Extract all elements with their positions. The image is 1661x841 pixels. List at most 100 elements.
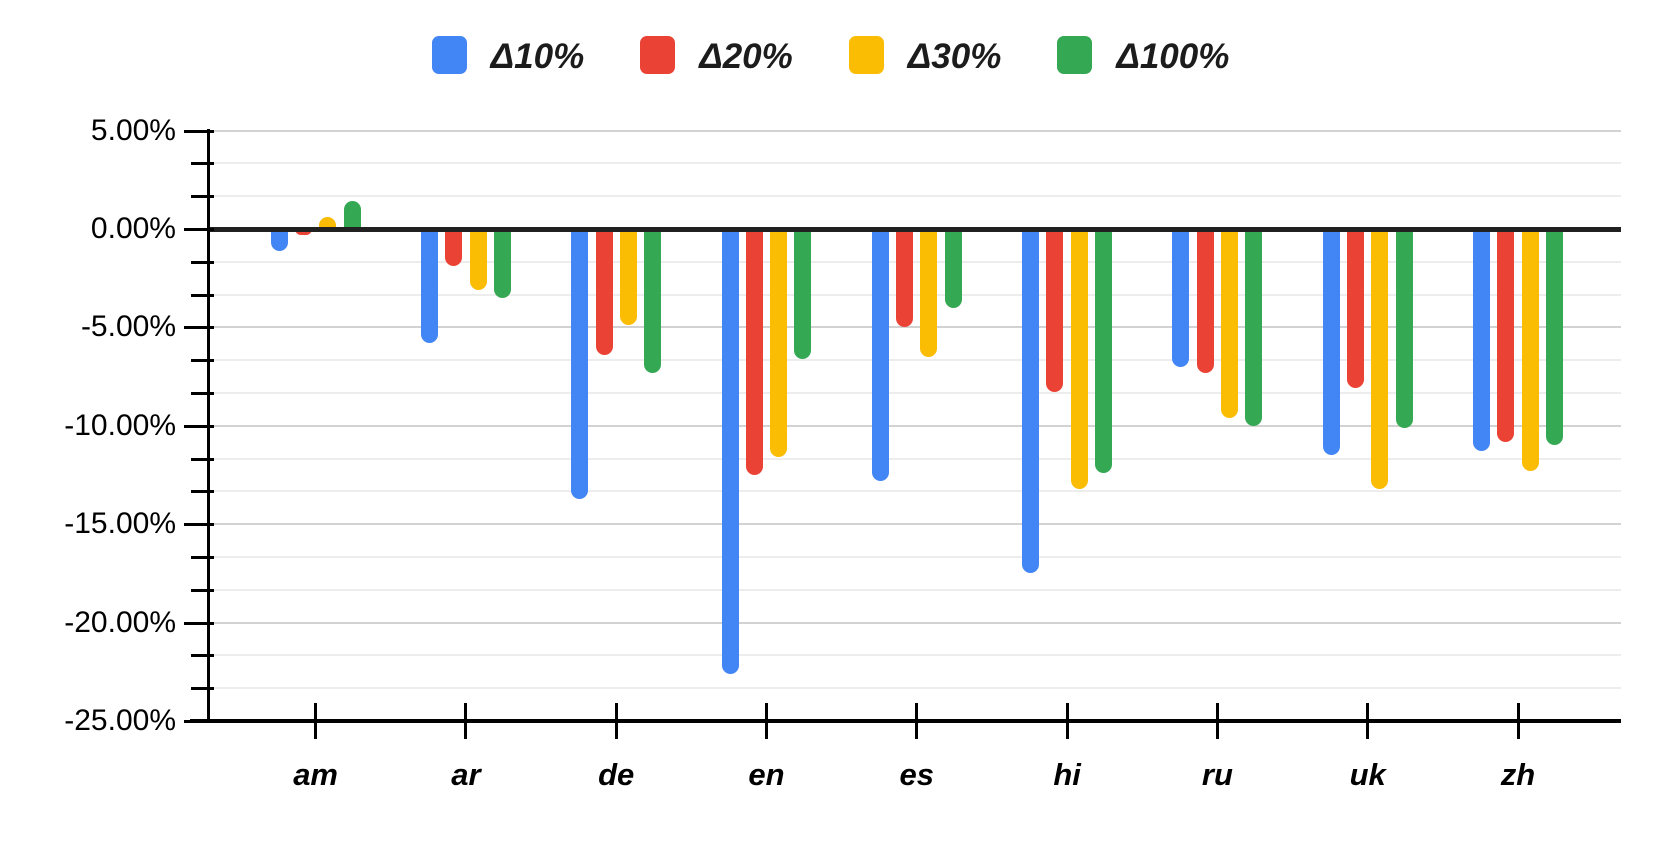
x-axis-tick — [765, 703, 768, 739]
bar-ru-Δ10%[interactable] — [1172, 229, 1190, 367]
y-axis-major-tick — [184, 523, 214, 527]
zero-line — [207, 227, 1621, 232]
bar-ar-Δ10%[interactable] — [420, 229, 438, 344]
x-axis-tick — [1366, 703, 1370, 739]
bar-hi-Δ20%[interactable] — [1046, 229, 1064, 393]
y-axis-tick-label: 0.00% — [90, 212, 176, 245]
y-axis-tick-label: 5.00% — [90, 113, 176, 147]
y-axis-minor-tick — [191, 588, 214, 592]
minor-gridline — [207, 162, 1621, 165]
legend-item[interactable]: Δ30% — [848, 36, 1002, 76]
y-axis-minor-tick — [191, 195, 214, 199]
x-category-label: am — [293, 757, 338, 792]
x-axis-tick — [1516, 703, 1520, 739]
x-axis-tick — [1065, 703, 1069, 739]
y-axis-major-tick — [184, 720, 214, 723]
bar-ar-Δ30%[interactable] — [469, 229, 487, 290]
major-gridline — [207, 326, 1621, 329]
x-category-label: en — [748, 757, 785, 792]
x-category-label: zh — [1500, 757, 1536, 792]
bar-es-Δ20%[interactable] — [896, 229, 914, 328]
y-axis-minor-tick — [191, 556, 214, 559]
y-axis-major-tick — [184, 326, 214, 330]
bar-uk-Δ100%[interactable] — [1395, 229, 1413, 428]
bar-am-Δ100%[interactable] — [343, 201, 361, 229]
legend-item[interactable]: Δ10% — [431, 36, 585, 76]
legend-item[interactable]: Δ100% — [1057, 36, 1229, 74]
bar-en-Δ20%[interactable] — [745, 229, 763, 475]
y-axis-minor-tick — [191, 687, 214, 691]
bar-de-Δ30%[interactable] — [619, 229, 637, 326]
bar-en-Δ100%[interactable] — [794, 229, 812, 359]
chart-legend: Δ10% Δ20% Δ30% Δ100% — [0, 36, 1661, 74]
major-gridline — [207, 129, 1621, 132]
bar-am-Δ10%[interactable] — [270, 229, 288, 251]
bar-de-Δ20%[interactable] — [595, 229, 613, 355]
bar-ru-Δ30%[interactable] — [1221, 229, 1239, 418]
y-axis-tick-label: -25.00% — [64, 704, 176, 737]
x-category-label: ru — [1201, 757, 1233, 792]
x-category-label: es — [899, 757, 935, 792]
bar-ar-Δ20%[interactable] — [445, 229, 463, 267]
y-axis-minor-tick — [191, 392, 214, 395]
x-axis-tick — [1215, 703, 1219, 739]
x-axis-tick — [464, 703, 468, 739]
bar-hi-Δ30%[interactable] — [1070, 229, 1088, 489]
legend-item[interactable]: Δ20% — [640, 36, 793, 74]
bar-es-Δ100%[interactable] — [944, 229, 962, 308]
bar-en-Δ10%[interactable] — [721, 229, 739, 674]
bar-uk-Δ10%[interactable] — [1322, 229, 1340, 456]
y-axis-minor-tick — [191, 457, 214, 461]
minor-gridline — [207, 556, 1621, 558]
minor-gridline — [207, 654, 1621, 657]
x-axis-tick — [314, 703, 318, 739]
bar-uk-Δ20%[interactable] — [1347, 229, 1365, 389]
bar-de-Δ100%[interactable] — [644, 229, 662, 373]
minor-gridline — [207, 260, 1621, 263]
bar-zh-Δ10%[interactable] — [1473, 229, 1491, 452]
y-axis-minor-tick — [191, 654, 214, 658]
bar-es-Δ30%[interactable] — [920, 229, 938, 357]
minor-gridline — [207, 392, 1621, 394]
y-axis-tick-label: -5.00% — [80, 310, 176, 344]
bar-hi-Δ10%[interactable] — [1022, 229, 1040, 574]
legend-label: Δ20% — [699, 36, 793, 76]
bar-ru-Δ100%[interactable] — [1245, 229, 1263, 426]
y-axis-minor-tick — [191, 359, 214, 363]
bar-hi-Δ100%[interactable] — [1095, 229, 1113, 474]
legend-label: Δ30% — [907, 36, 1002, 76]
x-category-label: de — [598, 757, 635, 792]
x-category-label: ar — [451, 757, 481, 792]
bar-zh-Δ20%[interactable] — [1497, 229, 1515, 442]
major-gridline — [207, 621, 1621, 624]
major-gridline — [207, 523, 1621, 526]
y-axis-minor-tick — [191, 162, 214, 166]
x-axis-tick — [915, 703, 919, 739]
minor-gridline — [207, 293, 1621, 296]
y-axis-major-tick — [184, 129, 214, 133]
legend-swatch-icon — [431, 36, 467, 74]
minor-gridline — [207, 195, 1621, 198]
x-axis-line — [190, 719, 1621, 723]
legend-label: Δ100% — [1116, 36, 1230, 76]
bar-de-Δ10%[interactable] — [571, 229, 589, 499]
x-category-label: hi — [1053, 757, 1081, 792]
legend-label: Δ10% — [490, 36, 585, 76]
bar-en-Δ30%[interactable] — [770, 229, 788, 458]
y-axis-major-tick — [184, 621, 214, 625]
y-axis-major-tick — [184, 424, 214, 428]
y-axis-tick-label: -10.00% — [64, 408, 176, 442]
y-axis-major-tick — [184, 228, 214, 231]
bar-es-Δ10%[interactable] — [871, 229, 889, 481]
bar-uk-Δ30%[interactable] — [1371, 229, 1389, 489]
bar-am-Δ30%[interactable] — [319, 217, 337, 229]
bar-ru-Δ20%[interactable] — [1196, 229, 1214, 373]
y-axis-minor-tick — [191, 293, 214, 297]
bar-zh-Δ100%[interactable] — [1545, 229, 1563, 446]
minor-gridline — [207, 588, 1621, 591]
minor-gridline — [207, 457, 1621, 460]
minor-gridline — [207, 359, 1621, 362]
bar-zh-Δ30%[interactable] — [1521, 229, 1539, 472]
bar-ar-Δ100%[interactable] — [493, 229, 511, 298]
y-axis-minor-tick — [191, 490, 214, 494]
